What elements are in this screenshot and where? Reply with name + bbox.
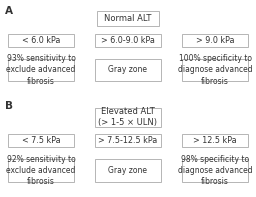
Text: > 7.5-12.5 kPa: > 7.5-12.5 kPa [98, 136, 158, 145]
Bar [8, 159, 74, 182]
Text: Gray zone: Gray zone [109, 166, 147, 175]
Text: < 6.0 kPa: < 6.0 kPa [22, 36, 60, 45]
Bar [95, 135, 161, 147]
Text: 92% sensitivity to
exclude advanced
fibrosis: 92% sensitivity to exclude advanced fibr… [6, 155, 76, 186]
Text: < 7.5 kPa: < 7.5 kPa [22, 136, 60, 145]
Text: Gray zone: Gray zone [109, 65, 147, 74]
Bar [182, 34, 248, 47]
Text: > 9.0 kPa: > 9.0 kPa [196, 36, 234, 45]
Text: B: B [5, 101, 13, 112]
Bar [95, 108, 161, 126]
Bar [95, 34, 161, 47]
Text: > 6.0-9.0 kPa: > 6.0-9.0 kPa [101, 36, 155, 45]
Bar [182, 159, 248, 182]
Text: 100% specificity to
diagnose advanced
fibrosis: 100% specificity to diagnose advanced fi… [178, 54, 252, 85]
Bar [95, 159, 161, 182]
Bar [95, 59, 161, 81]
Bar [182, 135, 248, 147]
Bar [8, 135, 74, 147]
Text: 98% specificity to
diagnose advanced
fibrosis: 98% specificity to diagnose advanced fib… [178, 155, 252, 186]
Bar [182, 59, 248, 81]
Bar [8, 59, 74, 81]
Text: > 12.5 kPa: > 12.5 kPa [193, 136, 237, 145]
Text: 93% sensitivity to
exclude advanced
fibrosis: 93% sensitivity to exclude advanced fibr… [6, 54, 76, 85]
Text: Elevated ALT
(> 1-5 × ULN): Elevated ALT (> 1-5 × ULN) [99, 107, 157, 127]
Bar [97, 11, 159, 26]
Text: A: A [5, 6, 13, 16]
Bar [8, 34, 74, 47]
Text: Normal ALT: Normal ALT [104, 14, 152, 23]
